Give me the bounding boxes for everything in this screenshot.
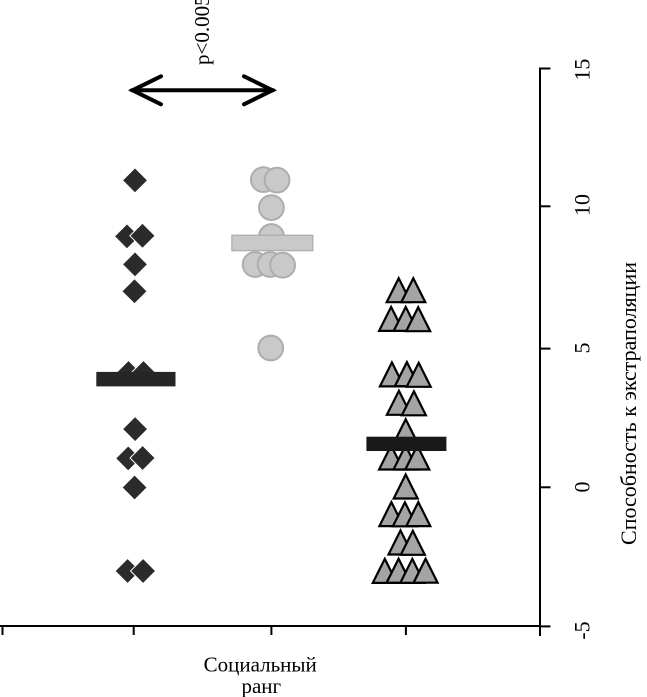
svg-text:15: 15 xyxy=(569,59,594,81)
svg-text:ранг: ранг xyxy=(241,674,281,697)
svg-text:-5: -5 xyxy=(569,621,594,639)
svg-text:10: 10 xyxy=(569,194,594,216)
svg-text:0: 0 xyxy=(569,482,594,493)
svg-text:Способность к экстраполяции: Способность к экстраполяции xyxy=(616,262,641,545)
svg-text:Социальный: Социальный xyxy=(204,652,317,676)
svg-text:p<0.005: p<0.005 xyxy=(190,0,214,65)
svg-text:5: 5 xyxy=(569,343,594,354)
